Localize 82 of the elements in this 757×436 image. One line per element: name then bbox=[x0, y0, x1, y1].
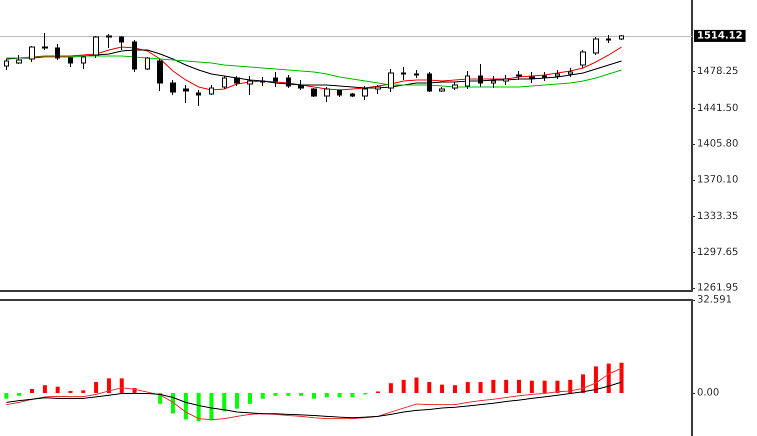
bar bbox=[350, 392, 354, 398]
bar bbox=[555, 380, 560, 393]
bar bbox=[402, 380, 406, 393]
bar bbox=[106, 378, 111, 393]
candlestick bbox=[196, 89, 201, 106]
candlestick bbox=[555, 69, 560, 80]
bar bbox=[568, 380, 572, 393]
candlestick bbox=[606, 34, 611, 44]
y-tick-label: 1405.80 bbox=[697, 138, 738, 150]
y-tick-label: 1261.95 bbox=[697, 282, 738, 294]
bar bbox=[427, 382, 432, 393]
candlestick bbox=[516, 70, 522, 80]
candlestick bbox=[414, 69, 419, 78]
candlestick bbox=[529, 71, 535, 84]
y-tick-label: 1441.50 bbox=[697, 102, 738, 114]
line-series bbox=[6, 55, 622, 88]
bar bbox=[452, 385, 457, 393]
candlestick bbox=[311, 87, 317, 98]
bar bbox=[388, 383, 393, 393]
candlestick bbox=[580, 49, 586, 68]
bar bbox=[491, 380, 496, 393]
bar bbox=[594, 366, 598, 393]
candlestick bbox=[170, 79, 176, 96]
candlestick bbox=[145, 56, 150, 70]
bar bbox=[17, 392, 22, 396]
bar bbox=[478, 382, 483, 393]
y-tick-label: 1370.10 bbox=[697, 174, 738, 186]
y-tick-label: 1333.35 bbox=[697, 211, 738, 222]
bar bbox=[324, 392, 329, 398]
bar bbox=[196, 392, 201, 422]
bar bbox=[338, 392, 342, 398]
candlestick bbox=[503, 74, 509, 86]
bar bbox=[440, 384, 444, 393]
bar bbox=[184, 392, 188, 420]
bar bbox=[504, 380, 508, 393]
bar bbox=[30, 388, 34, 393]
bar bbox=[260, 392, 265, 399]
bar bbox=[466, 382, 470, 393]
y-tick-label: 32.591 bbox=[697, 294, 732, 306]
line-series bbox=[6, 382, 622, 418]
bar bbox=[222, 392, 226, 412]
bar bbox=[517, 380, 521, 393]
bar bbox=[235, 392, 240, 409]
bar bbox=[312, 392, 316, 399]
candlestick bbox=[106, 33, 112, 48]
bar bbox=[414, 378, 418, 393]
candlestick bbox=[337, 89, 342, 98]
candlestick bbox=[350, 92, 355, 98]
candlestick bbox=[209, 84, 214, 96]
bar bbox=[42, 385, 47, 393]
y-tick-label: 1478.25 bbox=[697, 66, 738, 78]
bar bbox=[620, 362, 624, 393]
y-tick-label: 0.00 bbox=[697, 387, 720, 398]
ref-line-label: 1514.12 bbox=[697, 30, 743, 42]
candlestick bbox=[68, 56, 73, 68]
candlestick bbox=[16, 54, 22, 64]
bar bbox=[4, 392, 8, 399]
candlestick bbox=[542, 71, 547, 82]
bar bbox=[248, 392, 252, 404]
candlestick bbox=[81, 55, 86, 70]
bar bbox=[542, 380, 547, 393]
bar bbox=[299, 392, 304, 396]
line-series bbox=[6, 368, 622, 420]
bar bbox=[274, 392, 278, 396]
bar bbox=[81, 390, 86, 393]
candlestick bbox=[55, 43, 60, 60]
candlestick bbox=[401, 66, 406, 80]
y-tick-label: 1297.65 bbox=[697, 246, 738, 258]
candlestick bbox=[157, 58, 163, 92]
bar bbox=[530, 380, 534, 393]
bar bbox=[120, 378, 124, 393]
candlestick bbox=[568, 67, 573, 78]
bar bbox=[94, 382, 98, 393]
bar bbox=[56, 386, 60, 393]
bar bbox=[606, 364, 611, 393]
candlestick bbox=[619, 34, 624, 40]
bar bbox=[209, 392, 214, 420]
candlestick bbox=[183, 84, 189, 104]
candlestick bbox=[42, 32, 48, 50]
candlestick bbox=[439, 86, 445, 92]
bar bbox=[286, 392, 290, 396]
candlestick bbox=[593, 36, 599, 56]
